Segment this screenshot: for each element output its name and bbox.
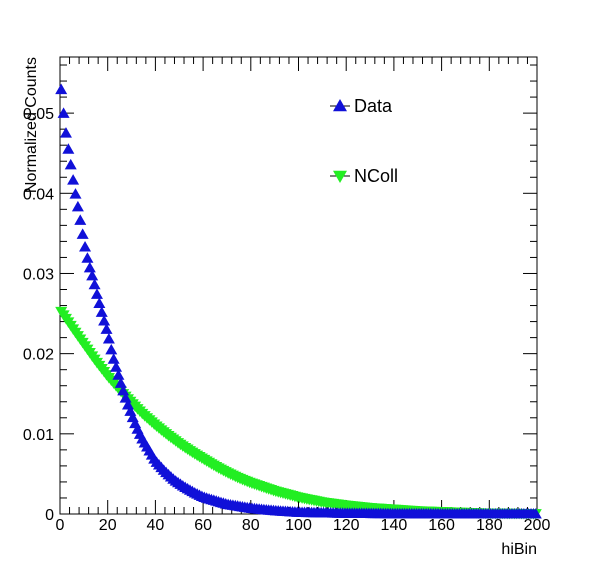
data-point — [102, 333, 115, 344]
y-tick-label: 0.02 — [23, 347, 54, 364]
data-point — [62, 143, 75, 154]
legend-label-ncoll: NColl — [354, 166, 398, 186]
data-point — [79, 241, 92, 252]
y-tick-label: 0.04 — [23, 186, 54, 203]
x-tick-label: 100 — [285, 517, 312, 534]
data-point — [59, 127, 72, 138]
data-point — [100, 323, 113, 334]
y-tick-label: 0 — [45, 507, 54, 524]
y-axis-label: Normalized Counts — [23, 57, 40, 193]
data-point — [71, 200, 84, 212]
x-tick-label: 80 — [242, 517, 260, 534]
data-point — [55, 83, 68, 95]
legend-entry-ncoll: NColl — [330, 166, 398, 186]
data-point — [76, 228, 89, 239]
data-point — [114, 377, 127, 388]
legend-entry-data: Data — [330, 96, 393, 116]
series-data — [55, 83, 542, 519]
x-axis-label: hiBin — [501, 541, 537, 558]
data-point — [117, 384, 130, 396]
x-tick-label: 200 — [524, 517, 551, 534]
data-point — [69, 188, 82, 199]
legend-marker-data — [333, 99, 347, 112]
axis-ticks: 0 20 40 60 80 100 120 140 160 180 200 0 0.01 0.02 0.03… — [23, 57, 551, 534]
data-point — [86, 269, 99, 281]
x-tick-label: 20 — [99, 517, 117, 534]
data-layer — [55, 83, 542, 520]
plot-frame — [59, 56, 538, 515]
data-point — [81, 252, 94, 263]
y-tick-label: 0.01 — [23, 427, 54, 444]
data-point — [90, 288, 103, 299]
data-point — [107, 353, 120, 364]
legend: Data NColl — [330, 96, 398, 186]
data-point — [67, 174, 80, 185]
data-point — [110, 361, 123, 372]
x-tick-label: 60 — [194, 517, 212, 534]
data-point — [83, 261, 96, 273]
x-tick-label: 140 — [381, 517, 408, 534]
data-point — [105, 343, 118, 355]
legend-label-data: Data — [354, 96, 393, 116]
x-tick-label: 180 — [476, 517, 503, 534]
y-tick-label: 0.03 — [23, 266, 54, 283]
x-tick-label: 120 — [333, 517, 360, 534]
data-point — [88, 278, 101, 290]
data-point — [98, 314, 111, 326]
data-point — [57, 107, 70, 118]
x-tick-label: 40 — [147, 517, 165, 534]
data-point — [119, 392, 132, 403]
data-point — [529, 508, 542, 519]
data-point — [93, 297, 106, 309]
y-tick-label: 0.05 — [23, 106, 54, 123]
data-point — [112, 369, 125, 380]
x-tick-label: 160 — [428, 517, 455, 534]
legend-marker-ncoll — [333, 170, 347, 183]
data-point — [64, 158, 77, 170]
data-point — [95, 306, 108, 317]
data-point — [74, 214, 87, 225]
x-tick-label: 0 — [56, 517, 65, 534]
